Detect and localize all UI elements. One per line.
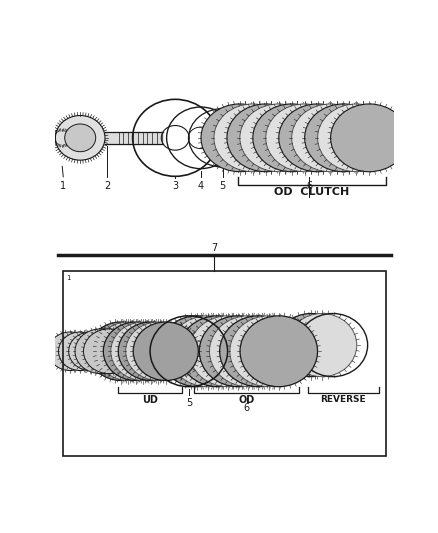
Ellipse shape	[189, 316, 267, 386]
Ellipse shape	[331, 104, 408, 172]
Ellipse shape	[126, 322, 191, 381]
Ellipse shape	[220, 316, 297, 386]
Bar	[63, 271, 386, 456]
Ellipse shape	[88, 322, 153, 381]
Ellipse shape	[199, 316, 277, 386]
Text: 4: 4	[198, 181, 204, 191]
Text: 7: 7	[211, 243, 217, 253]
Ellipse shape	[103, 322, 169, 381]
Ellipse shape	[159, 316, 236, 386]
Ellipse shape	[240, 316, 318, 386]
Ellipse shape	[48, 332, 92, 370]
Text: REVERSE: REVERSE	[321, 395, 366, 404]
Ellipse shape	[96, 322, 161, 381]
Ellipse shape	[230, 316, 307, 386]
Ellipse shape	[253, 104, 330, 172]
Ellipse shape	[65, 124, 96, 152]
Ellipse shape	[209, 316, 287, 386]
Text: 3: 3	[172, 181, 178, 191]
Text: UD: UD	[142, 395, 158, 405]
Ellipse shape	[56, 116, 105, 160]
Ellipse shape	[84, 329, 134, 374]
Text: 1: 1	[60, 181, 66, 191]
Ellipse shape	[111, 322, 176, 381]
Ellipse shape	[318, 104, 395, 172]
Ellipse shape	[240, 104, 318, 172]
Ellipse shape	[276, 313, 346, 377]
Text: 5: 5	[219, 181, 226, 191]
Ellipse shape	[169, 316, 246, 386]
Text: 2: 2	[104, 181, 110, 191]
Ellipse shape	[133, 322, 198, 381]
Ellipse shape	[201, 104, 279, 172]
Ellipse shape	[59, 332, 102, 370]
Text: OD  CLUTCH: OD CLUTCH	[274, 187, 350, 197]
Ellipse shape	[118, 322, 184, 381]
Ellipse shape	[54, 131, 70, 145]
Ellipse shape	[69, 332, 112, 370]
Text: 6: 6	[306, 181, 312, 191]
Ellipse shape	[279, 104, 356, 172]
Ellipse shape	[292, 104, 369, 172]
Ellipse shape	[75, 329, 126, 374]
Text: 5: 5	[186, 398, 192, 408]
Ellipse shape	[305, 104, 382, 172]
Ellipse shape	[227, 104, 304, 172]
Ellipse shape	[266, 104, 343, 172]
Ellipse shape	[214, 104, 291, 172]
Ellipse shape	[287, 313, 357, 377]
Text: 6: 6	[244, 403, 250, 413]
Text: OD: OD	[238, 395, 254, 405]
Ellipse shape	[179, 316, 256, 386]
Text: 1: 1	[67, 276, 71, 281]
